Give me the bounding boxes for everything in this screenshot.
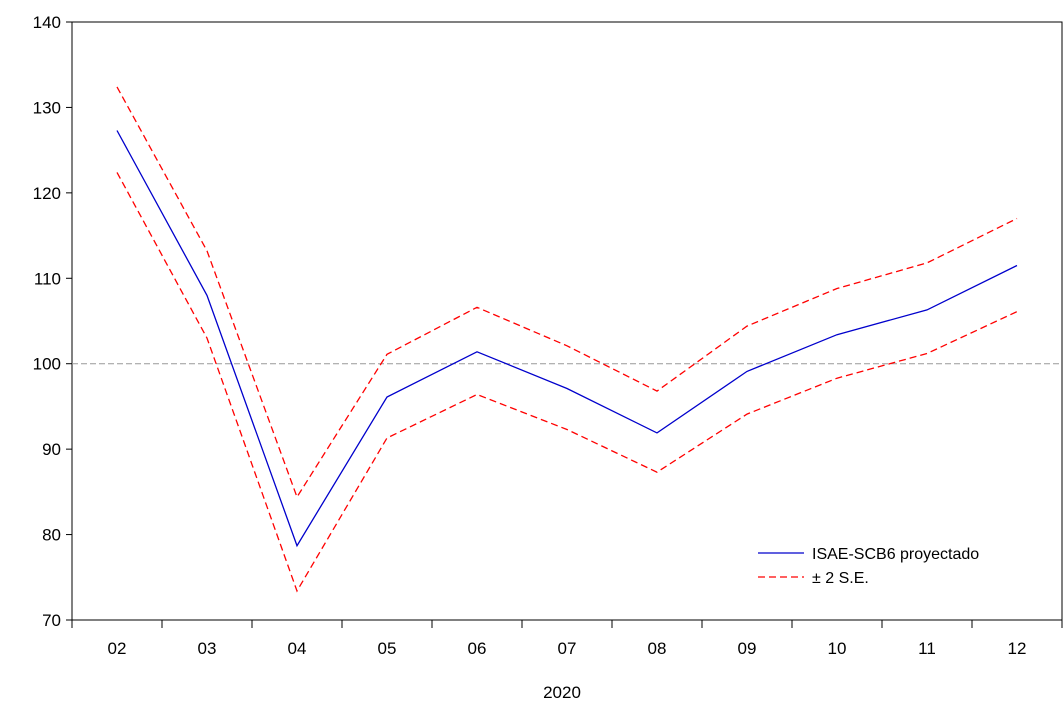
plot-border [71, 21, 1063, 621]
x-tick-label: 05 [378, 639, 397, 658]
x-tick-label: 12 [1008, 639, 1027, 658]
y-tick-label: 110 [34, 269, 61, 288]
series-line-lower-band [116, 172, 1018, 593]
series-layer [116, 86, 1018, 593]
y-tick-label: 100 [33, 355, 61, 374]
x-tick-label: 10 [828, 639, 847, 658]
x-axis-title: 2020 [543, 683, 581, 702]
x-tick-label: 09 [738, 639, 757, 658]
series-line-upper-band [116, 86, 1018, 499]
x-tick-label: 08 [648, 639, 667, 658]
x-tick-label: 11 [918, 639, 936, 658]
x-tick-label: 07 [558, 639, 577, 658]
series-line-forecast [116, 130, 1018, 548]
plot-area [71, 21, 1063, 621]
legend: ISAE-SCB6 proyectado ± 2 S.E. [758, 546, 979, 587]
y-tick-label: 80 [42, 526, 61, 545]
x-tick-label: 06 [468, 639, 487, 658]
x-tick-label: 02 [108, 639, 127, 658]
axes: 70 80 90 100 110 120 130 140 02 03 04 05 06 07 08 09 10 1… [33, 13, 1063, 658]
legend-label: ISAE-SCB6 proyectado [812, 546, 979, 563]
y-tick-label: 140 [33, 13, 61, 32]
y-tick-label: 120 [33, 184, 61, 203]
x-tick-label: 03 [198, 639, 217, 658]
y-tick-label: 130 [33, 98, 61, 117]
x-tick-label: 04 [288, 639, 307, 658]
y-tick-label: 70 [42, 611, 61, 630]
y-tick-label: 90 [42, 440, 61, 459]
legend-label: ± 2 S.E. [812, 570, 869, 587]
